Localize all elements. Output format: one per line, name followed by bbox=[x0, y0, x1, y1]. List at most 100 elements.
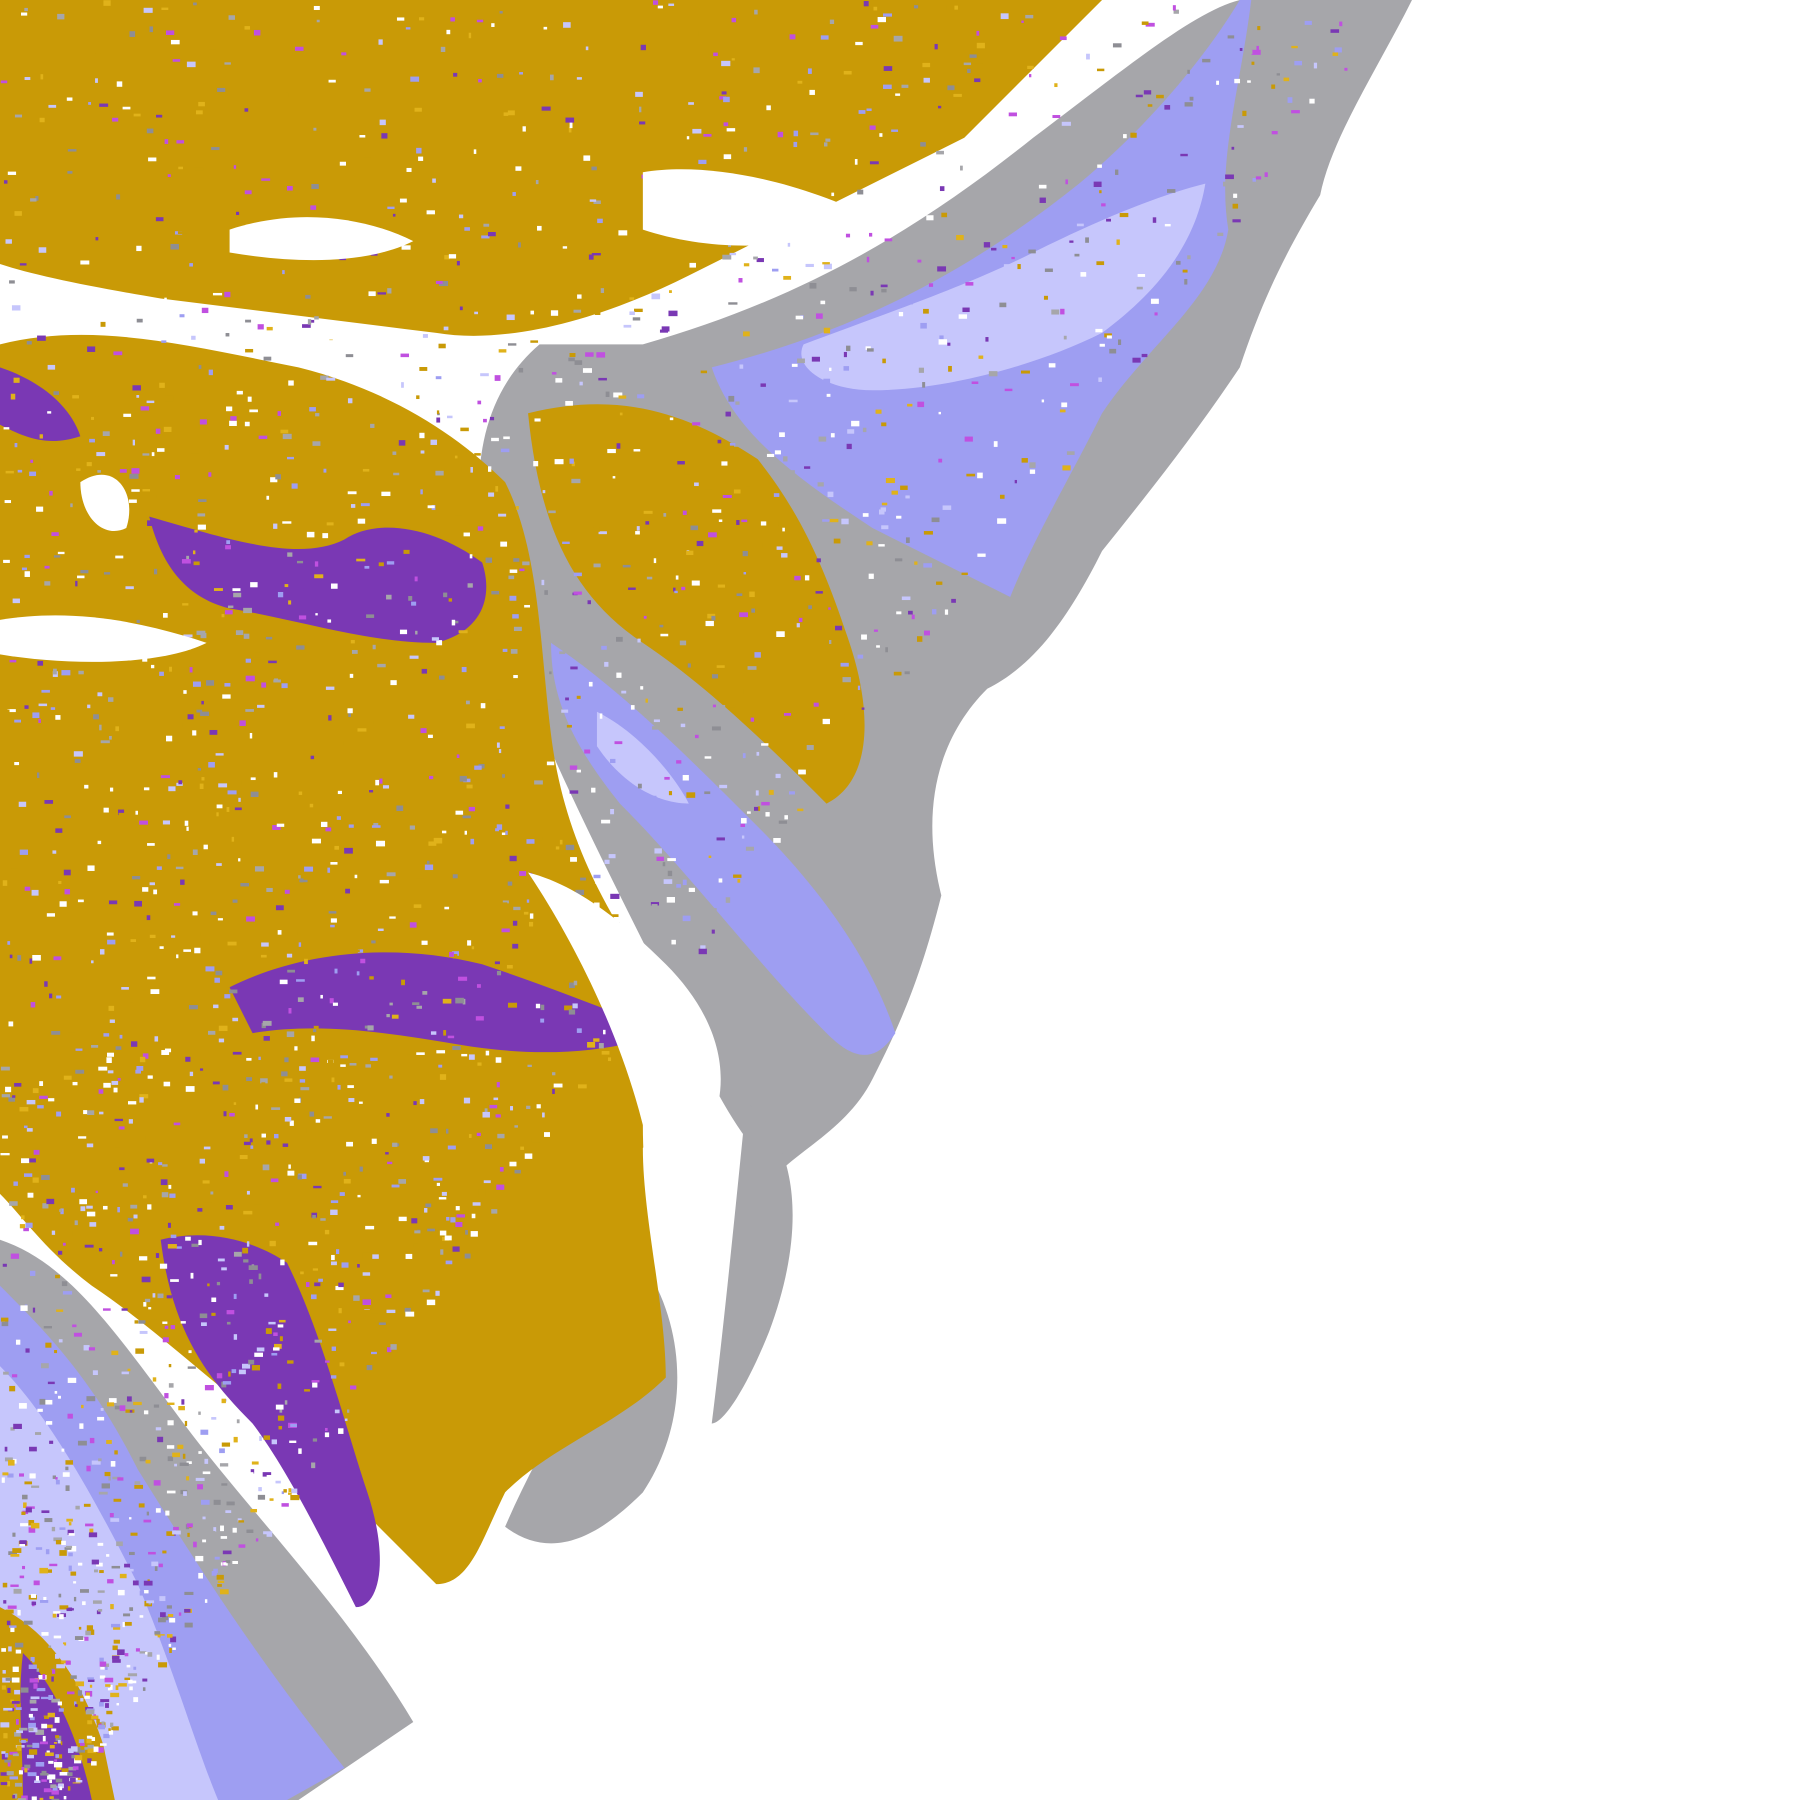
speckle-pixel bbox=[67, 1413, 73, 1419]
speckle-pixel bbox=[1189, 96, 1194, 101]
speckle-pixel bbox=[244, 1472, 254, 1478]
speckle-pixel bbox=[1003, 264, 1012, 270]
speckle-pixel bbox=[422, 1156, 430, 1161]
speckle-pixel bbox=[56, 1111, 62, 1117]
speckle-pixel bbox=[174, 1606, 182, 1611]
speckle-pixel bbox=[205, 966, 215, 972]
speckle-pixel bbox=[76, 468, 81, 471]
speckle-pixel bbox=[189, 263, 193, 267]
speckle-pixel bbox=[40, 1773, 49, 1776]
speckle-pixel bbox=[10, 1626, 15, 1633]
speckle-pixel bbox=[916, 636, 923, 642]
speckle-pixel bbox=[277, 411, 282, 416]
speckle-pixel bbox=[992, 517, 1002, 523]
speckle-pixel bbox=[607, 671, 617, 675]
speckle-pixel bbox=[288, 1492, 292, 1495]
speckle-pixel bbox=[347, 491, 357, 495]
speckle-pixel bbox=[22, 1494, 28, 1500]
speckle-pixel bbox=[1096, 261, 1105, 266]
speckle-pixel bbox=[67, 1691, 75, 1695]
speckle-pixel bbox=[233, 1102, 237, 1105]
speckle-pixel bbox=[162, 1321, 168, 1324]
speckle-pixel bbox=[32, 1658, 35, 1663]
speckle-pixel bbox=[87, 346, 96, 352]
speckle-pixel bbox=[580, 877, 586, 881]
speckle-pixel bbox=[717, 439, 722, 444]
speckle-pixel bbox=[106, 1710, 113, 1715]
speckle-pixel bbox=[87, 704, 91, 709]
speckle-pixel bbox=[544, 1132, 550, 1137]
speckle-pixel bbox=[662, 862, 666, 867]
speckle-pixel bbox=[74, 1609, 80, 1615]
speckle-pixel bbox=[104, 572, 111, 575]
speckle-pixel bbox=[241, 1363, 251, 1369]
speckle-pixel bbox=[266, 1140, 271, 1145]
speckle-pixel bbox=[236, 1419, 240, 1424]
speckle-pixel bbox=[281, 683, 288, 689]
speckle-pixel bbox=[354, 176, 364, 180]
speckle-pixel bbox=[866, 541, 873, 546]
speckle-pixel bbox=[441, 1191, 447, 1196]
speckle-pixel bbox=[432, 178, 436, 183]
speckle-pixel bbox=[883, 66, 893, 71]
speckle-pixel bbox=[266, 495, 270, 500]
speckle-pixel bbox=[723, 154, 732, 160]
speckle-pixel bbox=[48, 1694, 54, 1701]
speckle-pixel bbox=[570, 666, 578, 670]
speckle-pixel bbox=[784, 815, 788, 820]
speckle-pixel bbox=[185, 1056, 191, 1062]
speckle-pixel bbox=[327, 1441, 334, 1446]
speckle-pixel bbox=[171, 935, 176, 938]
speckle-pixel bbox=[658, 795, 664, 798]
speckle-pixel bbox=[260, 1534, 267, 1539]
speckle-pixel bbox=[6, 1620, 11, 1626]
speckle-pixel bbox=[222, 1381, 232, 1385]
speckle-pixel bbox=[452, 620, 459, 624]
speckle-pixel bbox=[320, 994, 323, 999]
speckle-pixel bbox=[369, 790, 374, 793]
speckle-pixel bbox=[3, 290, 11, 294]
speckle-pixel bbox=[8, 302, 17, 306]
speckle-pixel bbox=[467, 583, 473, 588]
speckle-pixel bbox=[126, 1568, 134, 1572]
speckle-pixel bbox=[917, 259, 922, 263]
speckle-pixel bbox=[426, 344, 434, 347]
speckle-pixel bbox=[210, 1191, 214, 1195]
speckle-pixel bbox=[67, 1786, 71, 1791]
speckle-pixel bbox=[86, 1735, 93, 1739]
speckle-pixel bbox=[213, 588, 223, 591]
speckle-pixel bbox=[362, 468, 370, 472]
speckle-pixel bbox=[160, 1612, 166, 1618]
speckle-pixel bbox=[48, 1098, 55, 1102]
speckle-pixel bbox=[32, 1177, 39, 1183]
speckle-pixel bbox=[143, 7, 153, 13]
speckle-pixel bbox=[577, 1084, 587, 1089]
speckle-pixel bbox=[737, 876, 745, 882]
speckle-pixel bbox=[731, 58, 735, 61]
speckle-pixel bbox=[470, 466, 473, 473]
speckle-pixel bbox=[17, 1609, 21, 1616]
speckle-pixel bbox=[747, 834, 756, 840]
speckle-pixel bbox=[166, 1531, 175, 1536]
speckle-pixel bbox=[536, 1104, 541, 1109]
speckle-pixel bbox=[961, 572, 968, 576]
speckle-pixel bbox=[669, 290, 672, 293]
speckle-pixel bbox=[828, 607, 831, 610]
speckle-pixel bbox=[337, 790, 342, 795]
speckle-pixel bbox=[344, 1418, 348, 1422]
speckle-pixel bbox=[215, 970, 223, 976]
speckle-pixel bbox=[311, 184, 319, 189]
speckle-pixel bbox=[331, 1254, 335, 1261]
speckle-pixel bbox=[54, 1653, 60, 1659]
speckle-pixel bbox=[94, 1351, 103, 1354]
speckle-pixel bbox=[44, 1724, 53, 1728]
speckle-pixel bbox=[155, 1253, 160, 1258]
speckle-pixel bbox=[262, 1472, 272, 1477]
speckle-pixel bbox=[146, 1511, 150, 1516]
speckle-pixel bbox=[284, 1488, 290, 1494]
speckle-pixel bbox=[572, 1003, 578, 1009]
speckle-pixel bbox=[269, 1498, 274, 1501]
speckle-pixel bbox=[229, 1112, 235, 1117]
speckle-pixel bbox=[238, 1520, 245, 1523]
speckle-pixel bbox=[396, 17, 405, 21]
